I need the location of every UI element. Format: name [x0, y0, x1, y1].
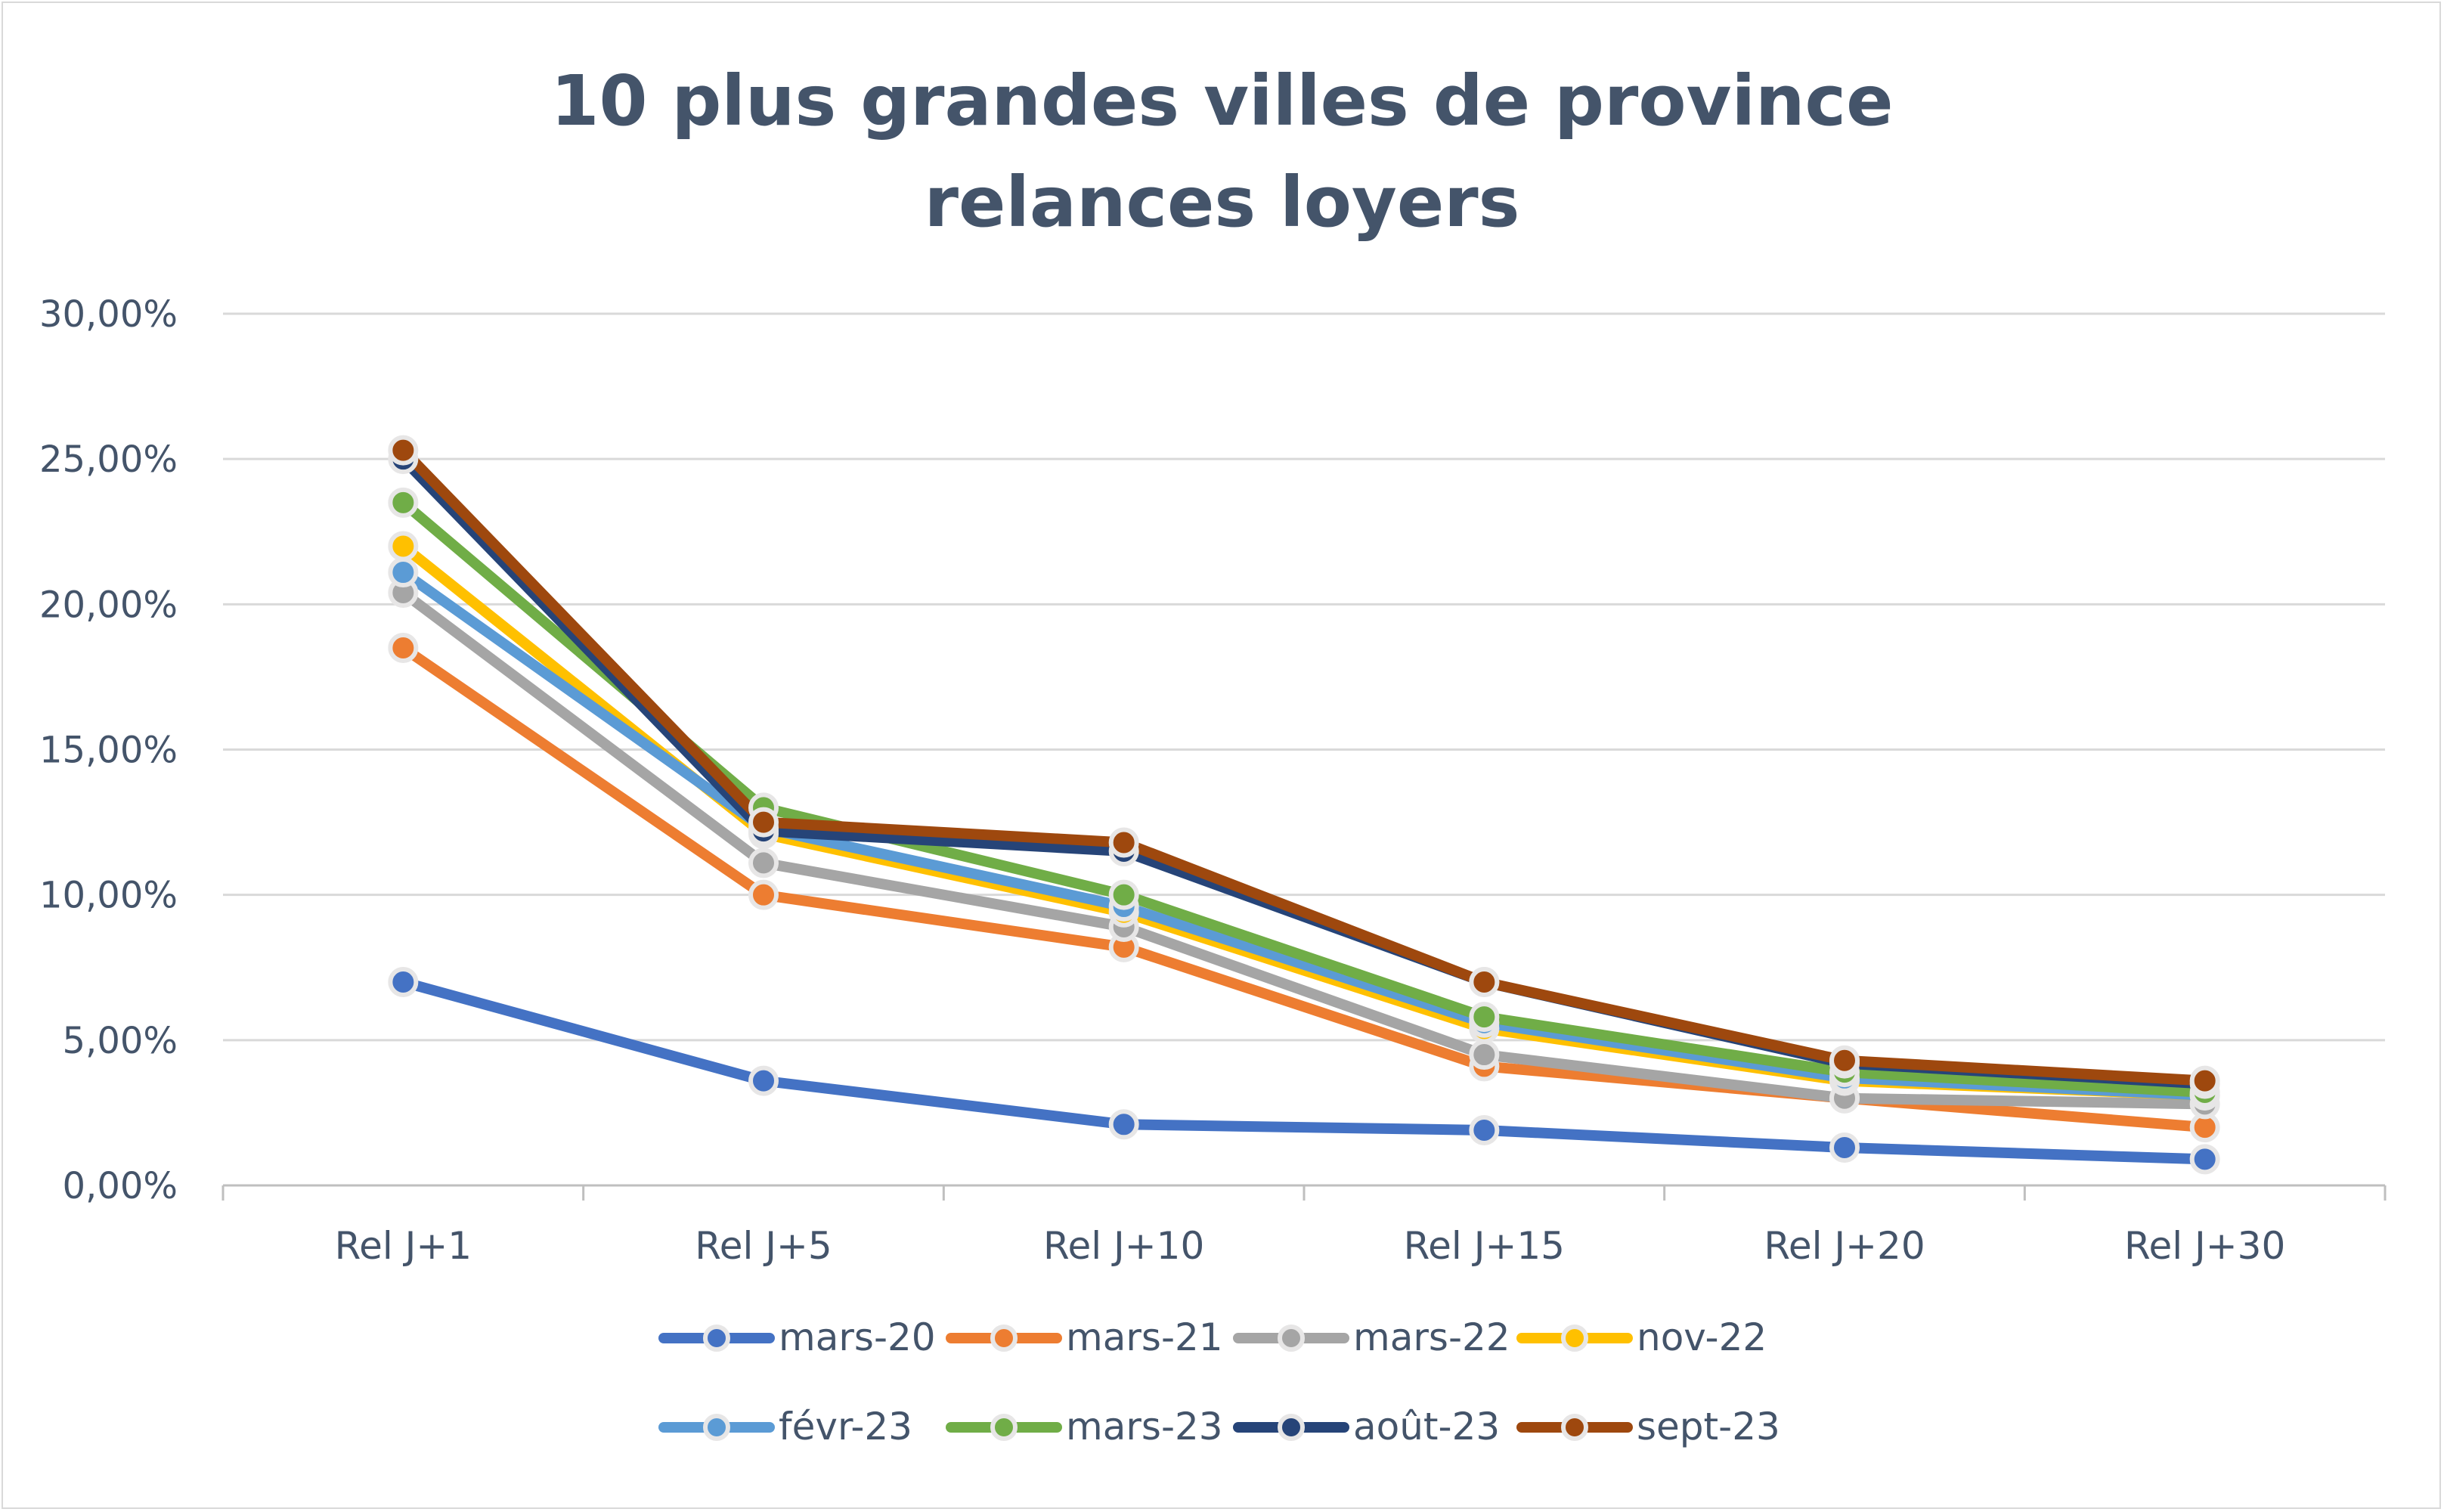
data-point	[1108, 827, 1139, 858]
data-point	[2189, 1065, 2220, 1096]
legend-marker	[1561, 1414, 1588, 1441]
data-point	[1108, 1109, 1139, 1140]
legend-swatch	[946, 1414, 1062, 1441]
data-point	[1108, 879, 1139, 910]
data-point	[388, 531, 419, 562]
legend-swatch	[1516, 1325, 1633, 1352]
series-line	[398, 567, 2210, 1101]
x-tick-label: Rel J+10	[1043, 1224, 1204, 1268]
x-tick-label: Rel J+30	[2124, 1224, 2285, 1268]
y-tick-label: 20,00%	[39, 584, 178, 626]
legend-label: nov-22	[1637, 1315, 1767, 1359]
data-point	[1469, 966, 1500, 997]
x-tick-label: Rel J+20	[1764, 1224, 1925, 1268]
legend-marker	[703, 1414, 730, 1441]
data-point	[1469, 1002, 1500, 1033]
legend-swatch	[658, 1414, 775, 1441]
data-point	[1829, 1132, 1860, 1163]
y-tick-label: 5,00%	[63, 1020, 178, 1062]
legend-swatch	[946, 1325, 1062, 1352]
series-line	[398, 445, 2210, 1086]
y-tick-label: 0,00%	[63, 1165, 178, 1207]
legend-marker	[990, 1414, 1018, 1441]
legend-label: août-23	[1353, 1405, 1501, 1448]
legend-marker	[990, 1325, 1018, 1352]
data-point	[748, 1065, 779, 1096]
y-tick-label: 15,00%	[39, 730, 178, 772]
legend-marker	[703, 1325, 730, 1352]
data-point	[388, 557, 419, 588]
legend-label: févr-23	[779, 1405, 912, 1448]
legend-label: sept-23	[1637, 1405, 1780, 1448]
legend-row: mars-20 mars-21 mars-22 nov-22	[658, 1308, 2444, 1368]
legend-label: mars-22	[1353, 1315, 1510, 1359]
y-tick-label: 30,00%	[39, 293, 178, 336]
legend-marker	[1278, 1325, 1305, 1352]
data-point	[388, 966, 419, 997]
data-point	[1469, 1114, 1500, 1145]
y-tick-label: 25,00%	[39, 438, 178, 481]
legend-label: mars-23	[1066, 1405, 1223, 1448]
data-point	[1829, 1045, 1860, 1076]
chart-title-line-2: relances loyers	[924, 162, 1520, 243]
x-tick-label: Rel J+15	[1404, 1224, 1565, 1268]
data-point	[388, 632, 419, 663]
data-point	[1469, 1040, 1500, 1070]
legend-swatch	[1516, 1414, 1633, 1441]
legend-row: févr-23 mars-23 août-23 sept-23	[658, 1397, 2444, 1458]
legend-swatch	[658, 1325, 775, 1352]
series-line	[398, 541, 2210, 1101]
x-tick-label: Rel J+1	[335, 1224, 472, 1268]
legend-swatch	[1233, 1325, 1349, 1352]
data-point	[748, 807, 779, 838]
data-point	[2189, 1144, 2220, 1175]
x-tick-label: Rel J+5	[695, 1224, 832, 1268]
legend-label: mars-21	[1066, 1315, 1223, 1359]
chart-title-line-1: 10 plus grandes villes de province	[550, 60, 1894, 141]
legend-marker	[1561, 1325, 1588, 1352]
legend-marker	[1278, 1414, 1305, 1441]
legend-swatch	[1233, 1414, 1349, 1441]
data-point	[388, 487, 419, 518]
data-point	[748, 879, 779, 910]
data-point	[388, 435, 419, 466]
series-line	[398, 976, 2210, 1165]
legend-label: mars-20	[779, 1315, 936, 1359]
series-line	[398, 587, 2210, 1110]
data-point	[748, 847, 779, 878]
y-tick-label: 10,00%	[39, 875, 178, 917]
